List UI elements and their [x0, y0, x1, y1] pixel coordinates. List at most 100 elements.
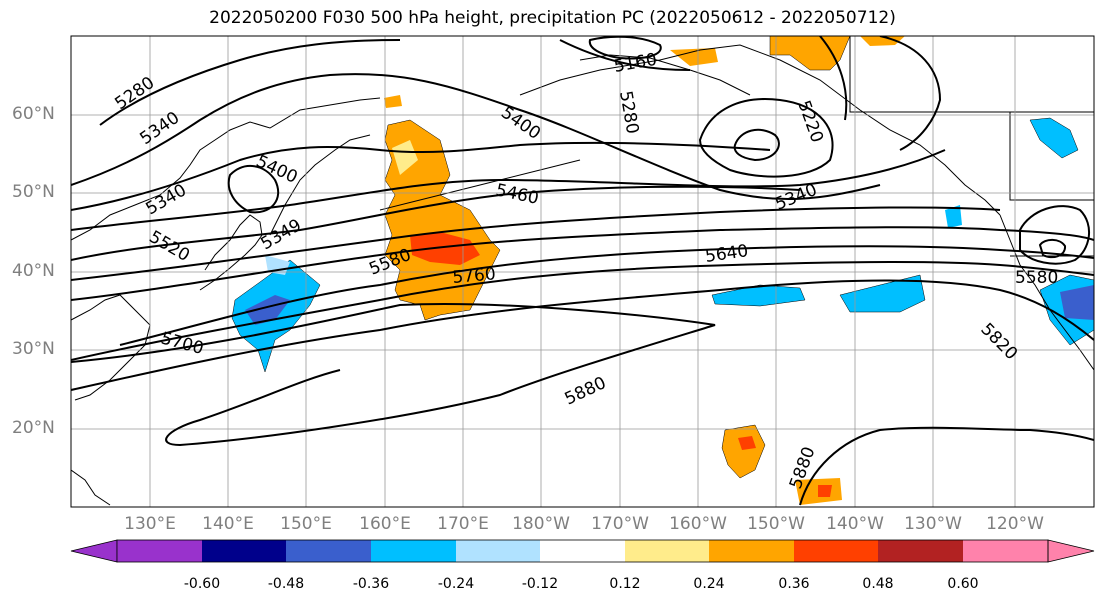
colorbar-arrow-left — [70, 539, 118, 563]
lon-label-130e: 130°E — [124, 514, 176, 534]
colorbar-tick-3: -0.36 — [352, 576, 390, 592]
precip-hawaii — [721, 424, 766, 479]
contour-label-5160-n: 5160 — [612, 50, 658, 77]
colorbar-tick-5: -0.12 — [521, 576, 559, 592]
contour-label-5820-e: 5820 — [976, 319, 1021, 364]
contour-label-5280-n: 5280 — [615, 89, 642, 135]
contour-label-5520-w: 5520 — [146, 227, 193, 266]
contour-low-namerica-inner — [1038, 238, 1066, 259]
contour-label-5400-c: 5400 — [497, 103, 544, 144]
contour-5280 — [99, 39, 401, 126]
lon-label-170e: 170°E — [437, 514, 489, 534]
lat-label-60n: 60°N — [12, 104, 55, 124]
contour-label-5280-nw: 5280 — [111, 73, 158, 114]
colorbar-segment-3 — [286, 540, 371, 562]
colorbar-segment-4 — [371, 540, 456, 562]
colorbar-frame — [116, 539, 1049, 563]
contour-low-ne — [698, 98, 834, 178]
contour-label-5880-c: 5880 — [562, 373, 610, 409]
coast-aleutians — [379, 159, 581, 211]
precip-strong-central — [410, 232, 480, 265]
colorbar-segment-9 — [794, 540, 878, 562]
coast-alaska-north — [579, 54, 751, 96]
lon-label-130w: 130°W — [904, 514, 962, 534]
colorbar-segment-11 — [963, 540, 1048, 562]
lat-label-50n: 50°N — [12, 182, 55, 202]
coast-japan — [199, 214, 263, 291]
contour-5820 — [71, 279, 1094, 391]
precip-hawaii-2b — [818, 485, 832, 497]
contour-trough-ne — [819, 36, 848, 121]
contour-5640 — [71, 226, 1094, 301]
colorbar-segment-6 — [540, 540, 625, 562]
colorbar-tick-4: -0.24 — [437, 576, 475, 592]
lon-label-120w: 120°W — [986, 514, 1044, 534]
contour-5880-main — [71, 303, 716, 447]
map-title: 2022050200 F030 500 hPa height, precipit… — [209, 8, 896, 28]
colorbar-tick-1: -0.60 — [183, 576, 221, 592]
contour-label-5760-c: 5760 — [452, 264, 497, 288]
contour-5580 — [71, 206, 1001, 281]
precip-top-orange-2 — [860, 36, 905, 46]
colorbar-tick-7: 0.24 — [693, 576, 725, 592]
precip-negative-midpac-2 — [839, 274, 926, 313]
contour-5520 — [71, 185, 801, 261]
colorbar-tick-6: 0.12 — [609, 576, 641, 592]
lon-label-150w: 150°W — [747, 514, 805, 534]
precip-negative-coast-strong — [1060, 285, 1094, 320]
precip-negative-canada — [1029, 117, 1079, 159]
precip-top-orange — [769, 36, 851, 71]
contour-5160-upper — [559, 39, 691, 71]
colorbar-tick-2: -0.48 — [267, 576, 305, 592]
contour-low-ne-inner — [733, 128, 780, 162]
coast-asia — [71, 97, 381, 241]
precip-top-orange-3 — [670, 48, 718, 66]
map-area: 5280 5340 5400 5340 5520 5349 5160 5280 … — [71, 36, 1094, 507]
contour-label-5640-e: 5640 — [704, 241, 750, 267]
map-frame — [70, 35, 1095, 508]
contour-ridge-ne — [879, 36, 942, 151]
lat-label-20n: 20°N — [12, 418, 55, 438]
contour-5880-east — [799, 426, 1094, 506]
colorbar-segment-8 — [709, 540, 794, 562]
contour-5760 — [71, 261, 1094, 361]
contour-label-group: 5280 5340 5400 5340 5520 5349 5160 5280 … — [111, 50, 1058, 492]
coast-china — [71, 294, 151, 401]
contour-5460 — [71, 149, 946, 231]
coast-alaska — [519, 44, 1001, 216]
precip-weak-central — [392, 140, 418, 175]
lon-label-160w: 160°W — [669, 514, 727, 534]
precip-small-orange — [384, 95, 402, 108]
colorbar-tick-10: 0.60 — [947, 576, 979, 592]
colorbar — [70, 539, 1095, 563]
precip-hawaii-red — [738, 436, 756, 450]
contour-label-5460-c: 5460 — [494, 180, 540, 209]
contour-label-5340-nw: 5340 — [136, 108, 183, 149]
colorbar-arrow-right — [1047, 539, 1095, 563]
coast-namerica — [999, 214, 1094, 371]
coast-philippines — [71, 469, 111, 506]
contour-label-5580-e: 5580 — [1015, 268, 1058, 288]
lat-label-30n: 30°N — [12, 339, 55, 359]
lon-label-170w: 170°W — [591, 514, 649, 534]
height-contours — [71, 36, 1094, 506]
contour-5400 — [71, 141, 771, 211]
precip-negative-japan-strong — [245, 295, 290, 325]
contour-label-5220-ne: 5220 — [793, 98, 827, 145]
lon-label-140w: 140°W — [826, 514, 884, 534]
colorbar-segment-7 — [625, 540, 709, 562]
contour-5340 — [71, 73, 881, 201]
lon-label-150e: 150°E — [280, 514, 332, 534]
precip-negative-small — [945, 205, 962, 228]
contour-low-top — [588, 36, 662, 60]
lon-label-160e: 160°E — [359, 514, 411, 534]
precip-negative-midpac — [711, 284, 806, 307]
lon-label-180w: 180°W — [512, 514, 570, 534]
contour-5700 — [119, 245, 1094, 346]
colorbar-segment-1 — [117, 540, 202, 562]
colorbar-segment-5 — [456, 540, 540, 562]
precipitation-shading — [231, 36, 1094, 505]
colorbar-tick-8: 0.36 — [778, 576, 810, 592]
lat-label-40n: 40°N — [12, 261, 55, 281]
